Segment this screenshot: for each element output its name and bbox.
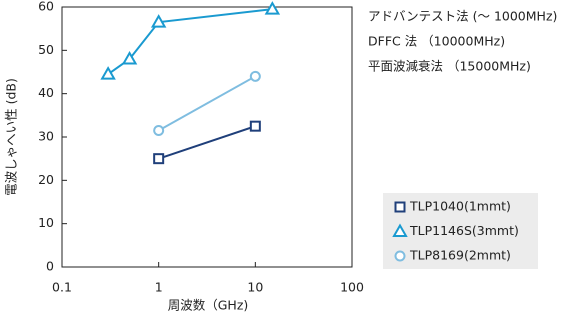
y-tick-label: 30 bbox=[38, 129, 54, 144]
y-tick-label: 10 bbox=[38, 215, 54, 230]
data-point bbox=[249, 120, 261, 132]
plot-frame bbox=[61, 6, 353, 268]
data-point bbox=[100, 66, 116, 80]
data-point bbox=[153, 125, 165, 136]
data-point bbox=[249, 70, 261, 82]
x-tick-label: 1 bbox=[155, 280, 163, 295]
data-point bbox=[150, 14, 167, 28]
y-tick-label: 0 bbox=[46, 259, 54, 274]
y-tick-label: 40 bbox=[38, 85, 54, 100]
annotation: 平面波減衰法 （15000MHz) bbox=[368, 59, 531, 74]
y-tick-label: 50 bbox=[38, 42, 54, 57]
series-line bbox=[107, 8, 273, 75]
data-point bbox=[121, 50, 138, 65]
y-axis-label: 電波しゃへい性 (dB) bbox=[4, 78, 19, 196]
annotation: DFFC 法 （10000MHz) bbox=[368, 34, 505, 49]
data-point bbox=[264, 1, 281, 15]
data-point bbox=[153, 153, 165, 165]
series-line bbox=[158, 125, 256, 160]
x-tick-label: 0.1 bbox=[52, 280, 72, 295]
y-tick-label: 20 bbox=[38, 172, 54, 187]
x-axis-label: 周波数（GHz) bbox=[168, 298, 249, 313]
legend-marker bbox=[394, 250, 406, 262]
legend bbox=[383, 193, 538, 269]
x-tick-label: 100 bbox=[340, 280, 364, 295]
legend-marker bbox=[394, 201, 406, 213]
legend-label: TLP1146S(3mmt) bbox=[409, 223, 519, 238]
x-tick-label: 10 bbox=[247, 280, 263, 295]
series-line bbox=[158, 75, 256, 132]
annotation: アドバンテスト法 (～ 1000MHz) bbox=[368, 9, 557, 24]
legend-label: TLP8169(2mmt) bbox=[409, 248, 511, 263]
legend-label: TLP1040(1mmt) bbox=[409, 199, 511, 214]
y-tick-label: 60 bbox=[38, 0, 54, 14]
legend-marker bbox=[392, 223, 408, 237]
